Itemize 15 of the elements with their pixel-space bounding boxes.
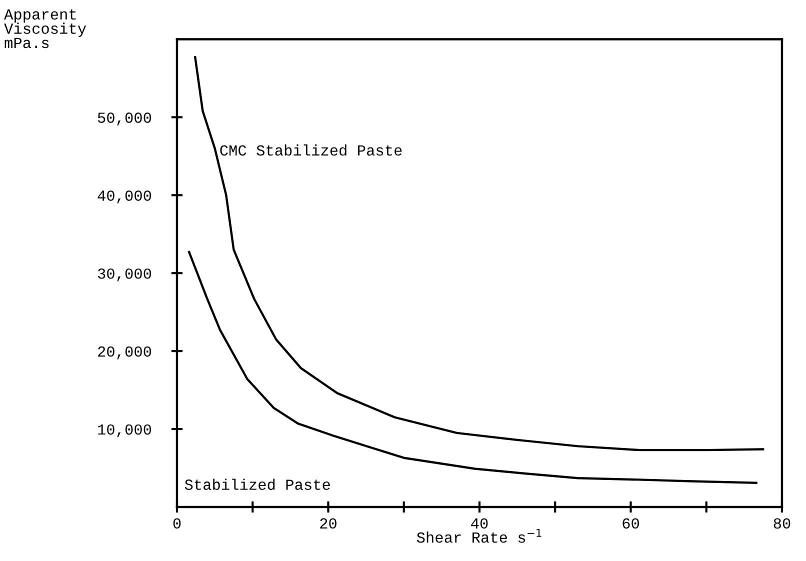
text: Stabilized Paste (184, 478, 330, 490)
x-tick-label: 80 (774, 518, 790, 529)
y-tick-label: 30,000 (98, 268, 152, 282)
y-tick-label: 50,000 (98, 112, 152, 126)
y-tick-label: 20,000 (98, 346, 152, 360)
y-axis-title: Apparent Viscosity mPa.s (4, 9, 86, 48)
y-tick-label: 40,000 (98, 190, 152, 204)
series-label: CMC Stabilized Paste (220, 144, 402, 156)
line-series (194, 56, 764, 452)
x-tick-label: 40 (471, 518, 488, 529)
x-tick-label: 20 (320, 518, 336, 529)
y-tick-label: 10,000 (98, 424, 152, 438)
x-tick-label: 0 (173, 518, 181, 529)
x-axis-title: Shear Rate s$^{−1}$ (416, 528, 542, 543)
x-tick-label: 60 (622, 518, 639, 529)
